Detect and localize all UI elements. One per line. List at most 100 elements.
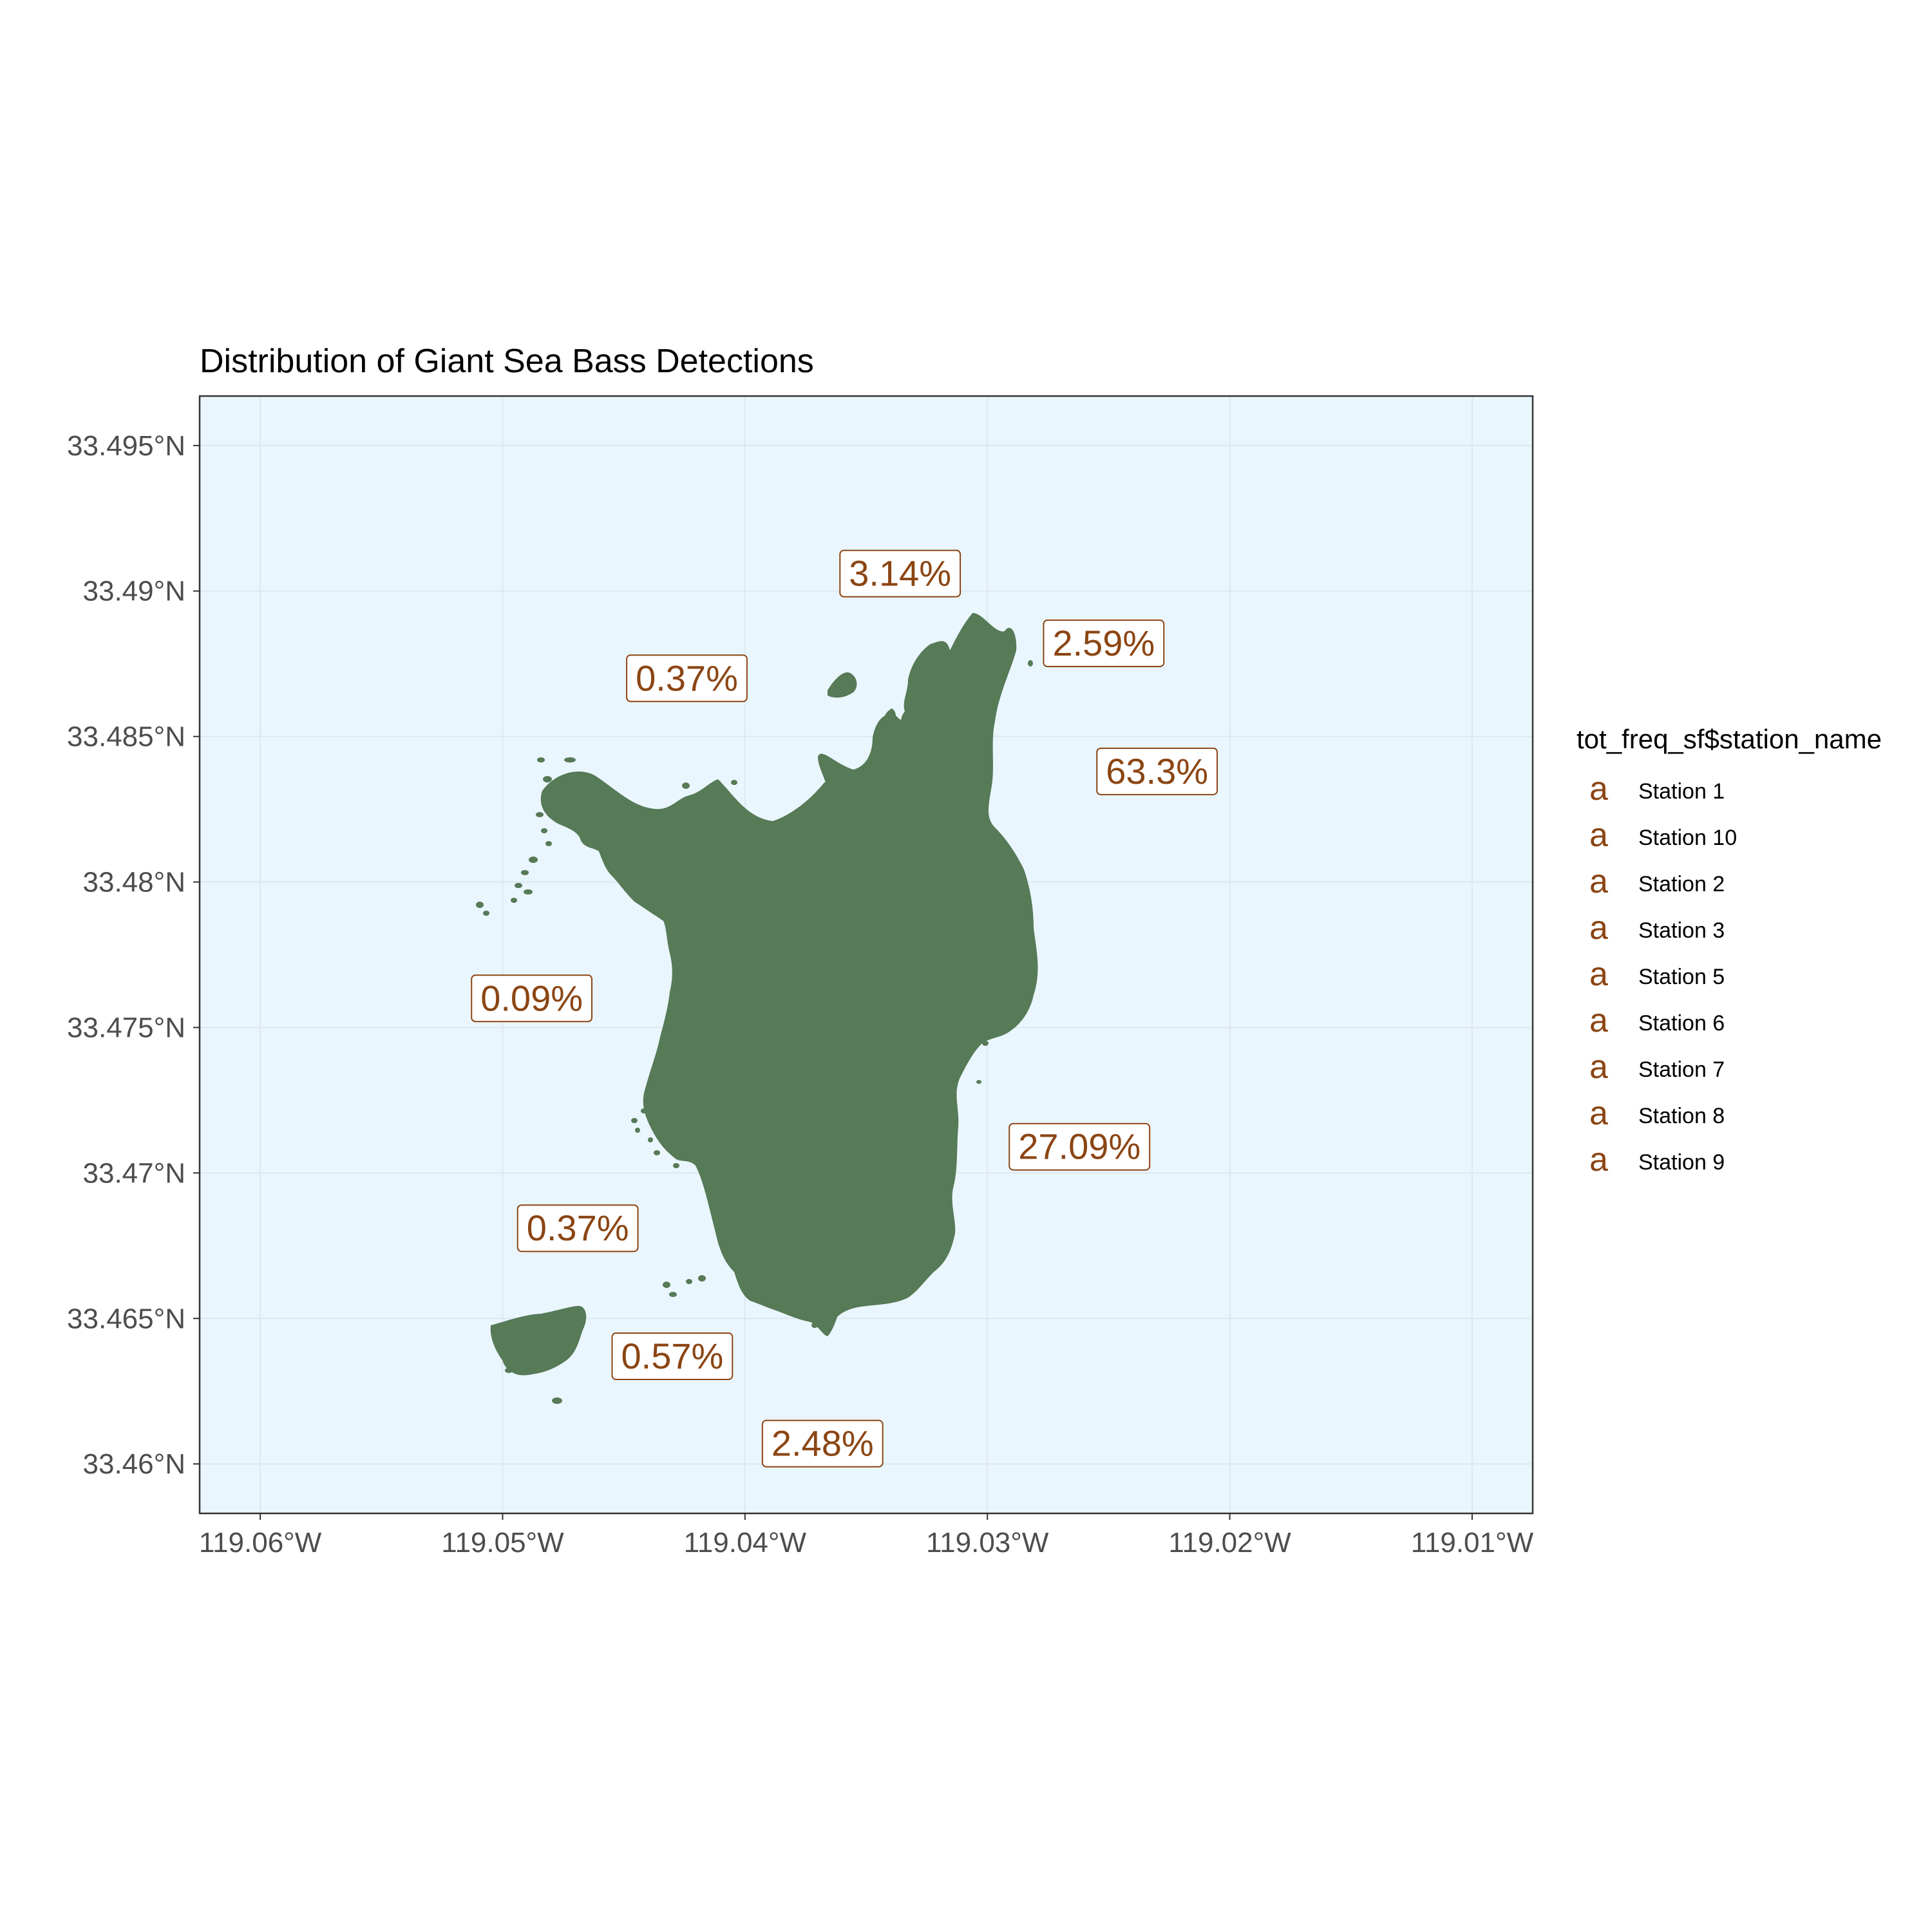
legend-item-label: Station 5 xyxy=(1638,965,1725,989)
rock-islet xyxy=(682,782,690,789)
legend-item-label: Station 7 xyxy=(1638,1057,1725,1082)
x-axis: 119.06°W 119.05°W 119.04°W 119.03°W 119.02°W… xyxy=(199,1513,1534,1558)
legend-item: a Station 5 xyxy=(1589,956,1725,993)
rock-islet xyxy=(698,1275,706,1282)
rock-islet xyxy=(511,898,517,903)
rock-islet xyxy=(673,1163,679,1168)
legend-key-glyph: a xyxy=(1589,817,1608,854)
rock-islet xyxy=(635,1128,640,1133)
rock-islet xyxy=(552,1397,562,1404)
legend-key-glyph: a xyxy=(1589,1141,1608,1179)
rock-islet xyxy=(545,841,552,846)
rock-islet xyxy=(543,776,552,782)
rock-islet xyxy=(663,1282,670,1288)
station-label-text: 0.09% xyxy=(480,978,583,1018)
rock-islet xyxy=(811,1323,818,1328)
rock-islet xyxy=(722,1225,727,1229)
station-label-box xyxy=(516,1204,639,1253)
y-tick-label: 33.49°N xyxy=(83,576,185,607)
legend-item: a Station 6 xyxy=(1589,1002,1725,1039)
station-labels: 3.14% 2.59% 0.37% 63.3% 0.09% 27.09% 0.37% 0.57… xyxy=(471,549,1218,1468)
legend-item-label: Station 1 xyxy=(1638,779,1725,804)
legend-item: a Station 10 xyxy=(1589,817,1737,854)
legend-item-label: Station 9 xyxy=(1638,1150,1725,1175)
y-tick-label: 33.485°N xyxy=(67,721,185,753)
north-islet xyxy=(828,672,857,698)
legend: tot_freq_sf$station_name a Station 1 a Stat… xyxy=(1577,724,1882,1179)
x-tick-label: 119.06°W xyxy=(199,1527,322,1558)
station-label-box xyxy=(1043,620,1165,668)
station-label-text: 2.59% xyxy=(1052,623,1155,663)
legend-items: a Station 1 a Station 10 a Station 2 a Station … xyxy=(1589,770,1737,1179)
legend-title: tot_freq_sf$station_name xyxy=(1577,724,1882,754)
rock-islet xyxy=(641,1108,647,1113)
station-label-text: 63.3% xyxy=(1106,751,1208,791)
x-tick-label: 119.05°W xyxy=(441,1527,564,1558)
legend-item: a Station 7 xyxy=(1589,1048,1725,1086)
rock-islet xyxy=(1028,660,1033,667)
legend-key-glyph: a xyxy=(1589,1095,1608,1132)
legend-item: a Station 2 xyxy=(1589,863,1725,900)
legend-key-glyph: a xyxy=(1589,863,1608,900)
rock-islet xyxy=(976,1080,981,1084)
legend-item-label: Station 10 xyxy=(1638,826,1737,850)
rock-islet xyxy=(515,883,522,888)
station-label-box xyxy=(611,1332,734,1381)
rock-islet xyxy=(669,1292,677,1297)
rock-islet xyxy=(648,1137,653,1142)
station-label-box xyxy=(471,974,593,1023)
x-tick-label: 119.02°W xyxy=(1168,1527,1291,1558)
station-label: 0.57% xyxy=(611,1332,734,1381)
rock-islet xyxy=(982,854,989,859)
offshore-rocks xyxy=(476,660,1033,1404)
x-tick-label: 119.03°W xyxy=(926,1527,1049,1558)
station-label-text: 0.57% xyxy=(621,1336,724,1376)
map-panel: 3.14% 2.59% 0.37% 63.3% 0.09% 27.09% 0.37% 0.57… xyxy=(198,395,1534,1515)
y-tick-label: 33.475°N xyxy=(67,1012,185,1043)
rock-islet xyxy=(738,1225,743,1229)
legend-item-label: Station 3 xyxy=(1638,918,1725,943)
station-label: 0.37% xyxy=(516,1204,639,1253)
y-tick-label: 33.48°N xyxy=(83,867,185,898)
rock-islet xyxy=(521,870,529,875)
x-tick-label: 119.04°W xyxy=(684,1527,807,1558)
station-label-text: 3.14% xyxy=(849,553,951,594)
rock-islet xyxy=(537,757,545,762)
southwest-island xyxy=(490,1305,587,1376)
station-label-box xyxy=(839,549,961,598)
legend-item: a Station 8 xyxy=(1589,1095,1725,1132)
rock-islet xyxy=(505,1368,513,1373)
station-label: 2.48% xyxy=(761,1419,884,1468)
legend-key-glyph: a xyxy=(1589,909,1608,947)
rock-islet xyxy=(483,911,489,916)
rock-islet xyxy=(541,828,547,833)
rock-islet xyxy=(631,1118,638,1123)
legend-item: a Station 3 xyxy=(1589,909,1725,947)
y-tick-label: 33.47°N xyxy=(83,1157,185,1189)
legend-item: a Station 9 xyxy=(1589,1141,1725,1179)
panel-border xyxy=(198,395,1534,1515)
y-tick-label: 33.46°N xyxy=(83,1448,185,1480)
rock-islet xyxy=(524,889,533,895)
rock-islet xyxy=(654,1150,660,1155)
legend-key-glyph: a xyxy=(1589,1002,1608,1039)
map-title: Distribution of Giant Sea Bass Detection… xyxy=(200,343,814,380)
y-tick-label: 33.495°N xyxy=(67,430,185,462)
station-label-text: 0.37% xyxy=(527,1208,629,1248)
station-label-box xyxy=(626,654,748,703)
legend-item: a Station 1 xyxy=(1589,770,1725,808)
station-label-text: 0.37% xyxy=(636,658,738,698)
station-label: 3.14% xyxy=(839,549,961,598)
rock-islet xyxy=(476,902,484,908)
x-tick-label: 119.01°W xyxy=(1411,1527,1534,1558)
station-label: 0.09% xyxy=(471,974,593,1023)
legend-item-label: Station 6 xyxy=(1638,1011,1725,1036)
station-label-text: 2.48% xyxy=(772,1423,874,1464)
legend-key-glyph: a xyxy=(1589,956,1608,993)
y-tick-label: 33.465°N xyxy=(67,1303,185,1334)
rock-islet xyxy=(564,757,576,762)
rock-islet xyxy=(529,857,538,863)
station-label-box xyxy=(1009,1122,1151,1171)
legend-key-glyph: a xyxy=(1589,770,1608,808)
